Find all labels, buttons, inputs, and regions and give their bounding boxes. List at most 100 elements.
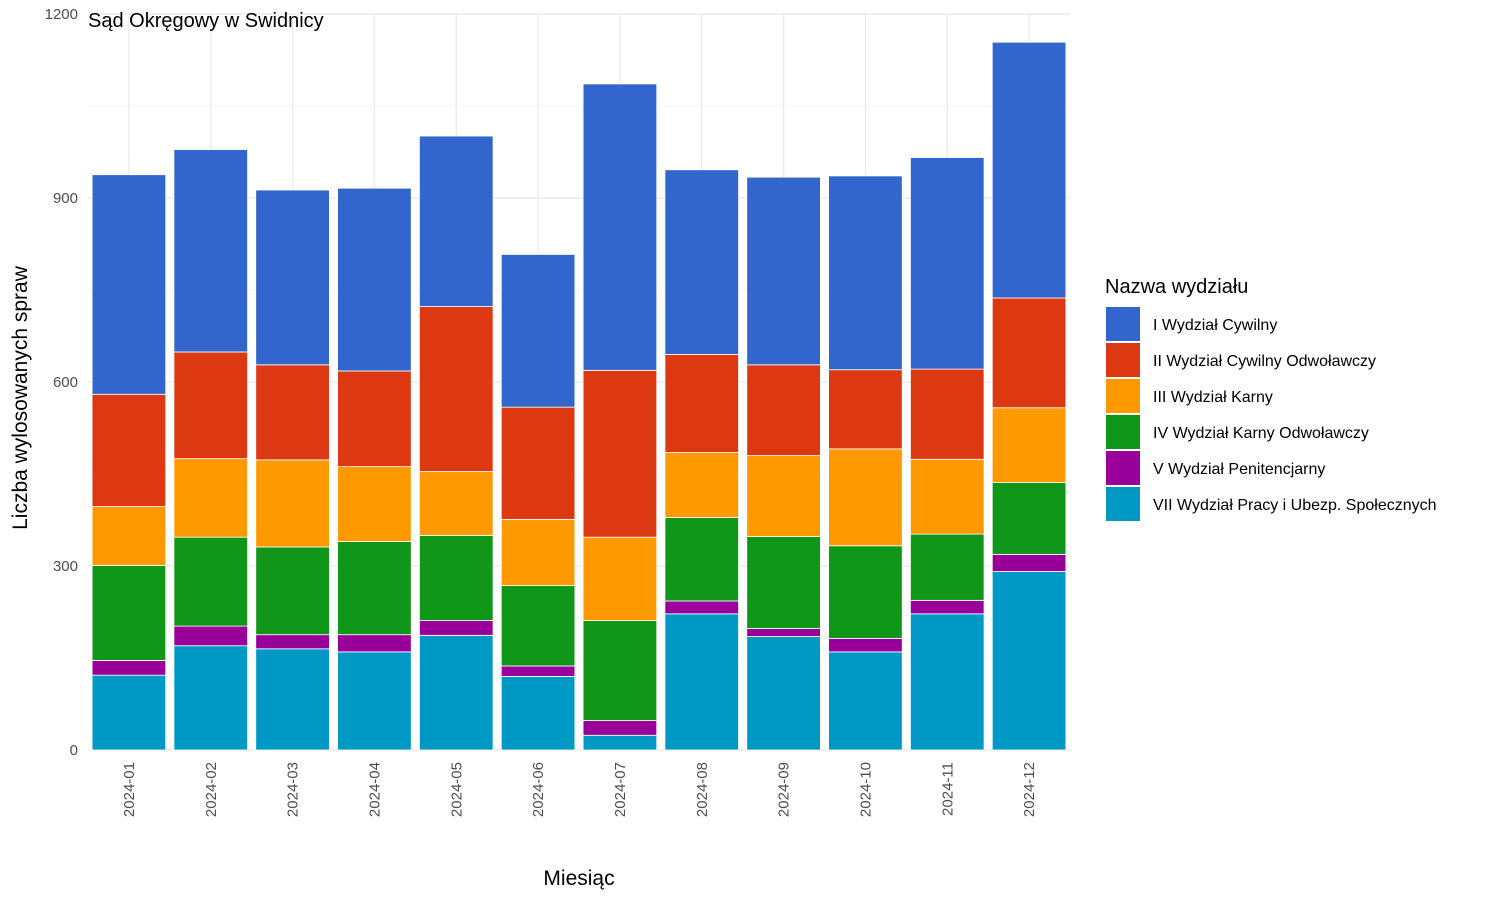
bar-segment bbox=[910, 599, 985, 615]
bar-segment bbox=[991, 553, 1067, 572]
bar-segment bbox=[910, 458, 985, 535]
bar-segment bbox=[255, 189, 330, 366]
x-tick-label: 2024-10 bbox=[857, 762, 874, 817]
y-axis-ticks: 0 300 600 900 1200 bbox=[45, 6, 78, 759]
bar-segment bbox=[337, 541, 412, 636]
bar-segment bbox=[582, 620, 658, 721]
bar-segment bbox=[255, 546, 330, 636]
bar-segment bbox=[419, 471, 494, 536]
legend-swatch bbox=[1106, 451, 1140, 485]
bar-segment bbox=[664, 169, 739, 355]
bars bbox=[91, 41, 1067, 751]
legend-label: I Wydział Cywilny bbox=[1153, 317, 1277, 334]
bar-segment bbox=[255, 634, 330, 650]
bar-segment bbox=[828, 545, 903, 639]
y-tick-label: 600 bbox=[53, 374, 78, 391]
legend-swatch bbox=[1106, 415, 1140, 449]
y-tick-label: 900 bbox=[53, 190, 78, 207]
y-tick-label: 300 bbox=[53, 558, 78, 575]
bar-segment bbox=[173, 625, 248, 647]
y-tick-label: 0 bbox=[70, 742, 78, 759]
bar-segment bbox=[91, 506, 167, 566]
bar-segment bbox=[255, 459, 330, 548]
legend-swatch bbox=[1106, 379, 1140, 413]
bar-segment bbox=[419, 534, 494, 621]
x-tick-label: 2024-04 bbox=[366, 762, 383, 817]
bar-segment bbox=[664, 452, 739, 518]
x-tick-label: 2024-02 bbox=[203, 762, 220, 817]
bar-segment bbox=[991, 297, 1067, 409]
bar-segment bbox=[664, 517, 739, 602]
bar-segment bbox=[173, 645, 248, 751]
legend-label: VII Wydział Pracy i Ubezp. Społecznych bbox=[1153, 497, 1437, 514]
bar-segment bbox=[173, 149, 248, 353]
x-axis-ticks: 2024-01 2024-02 2024-03 2024-04 2024-05 2024-… bbox=[121, 762, 1038, 817]
bar-segment bbox=[828, 448, 903, 547]
bar-segment bbox=[419, 135, 494, 307]
bar-segment bbox=[500, 665, 576, 677]
bar-segment bbox=[500, 254, 576, 408]
bar-segment bbox=[91, 674, 167, 751]
bar-segment bbox=[255, 364, 330, 461]
bar-segment bbox=[746, 455, 821, 537]
bar-segment bbox=[910, 368, 985, 460]
bar-segment bbox=[991, 41, 1067, 299]
bar-segment bbox=[991, 407, 1067, 483]
bar-segment bbox=[910, 533, 985, 601]
bar-segment bbox=[500, 676, 576, 751]
x-tick-label: 2024-06 bbox=[530, 762, 547, 817]
bar-segment bbox=[337, 370, 412, 468]
bar-segment bbox=[991, 482, 1067, 555]
bar-segment bbox=[500, 585, 576, 667]
bar-segment bbox=[582, 83, 658, 371]
bar-segment bbox=[746, 628, 821, 637]
legend-swatch bbox=[1106, 487, 1140, 521]
bar-segment bbox=[419, 620, 494, 636]
bar-segment bbox=[337, 187, 412, 372]
x-tick-label: 2024-03 bbox=[285, 762, 302, 817]
bar-segment bbox=[910, 613, 985, 751]
bar-segment bbox=[828, 175, 903, 371]
bar-segment bbox=[991, 571, 1067, 751]
bar-segment bbox=[582, 536, 658, 621]
x-tick-label: 2024-01 bbox=[121, 762, 138, 817]
chart-title: Sąd Okręgowy w Swidnicy bbox=[88, 10, 324, 32]
bar-segment bbox=[337, 634, 412, 653]
bar-segment bbox=[746, 636, 821, 751]
bar-segment bbox=[337, 466, 412, 542]
bar-segment bbox=[173, 458, 248, 538]
bar-segment bbox=[500, 406, 576, 520]
bar-segment bbox=[91, 174, 167, 395]
x-tick-label: 2024-07 bbox=[612, 762, 629, 817]
legend: Nazwa wydziału I Wydział Cywilny II Wydzi… bbox=[1105, 276, 1437, 521]
bar-segment bbox=[91, 660, 167, 676]
bar-segment bbox=[91, 564, 167, 661]
y-tick-label: 1200 bbox=[45, 6, 78, 23]
bar-segment bbox=[582, 369, 658, 538]
bar-segment bbox=[255, 648, 330, 751]
bar-segment bbox=[173, 351, 248, 460]
legend-title: Nazwa wydziału bbox=[1105, 276, 1248, 298]
bar-segment bbox=[337, 651, 412, 751]
legend-swatch bbox=[1106, 343, 1140, 377]
bar-segment bbox=[419, 634, 494, 751]
bar-segment bbox=[828, 637, 903, 653]
legend-swatch bbox=[1106, 307, 1140, 341]
bar-segment bbox=[582, 734, 658, 751]
bar-segment bbox=[664, 353, 739, 453]
legend-label: IV Wydział Karny Odwoławczy bbox=[1153, 425, 1369, 442]
x-tick-label: 2024-08 bbox=[694, 762, 711, 817]
x-tick-label: 2024-12 bbox=[1021, 762, 1038, 817]
bar-segment bbox=[582, 720, 658, 736]
x-axis-title: Miesiąc bbox=[543, 867, 614, 890]
bar-segment bbox=[746, 176, 821, 366]
legend-label: III Wydział Karny bbox=[1153, 389, 1273, 406]
bar-segment bbox=[500, 518, 576, 587]
x-tick-label: 2024-11 bbox=[939, 762, 956, 816]
bar-segment bbox=[419, 306, 494, 472]
bar-segment bbox=[173, 536, 248, 627]
bar-segment bbox=[828, 369, 903, 450]
bar-segment bbox=[746, 536, 821, 629]
legend-label: II Wydział Cywilny Odwoławczy bbox=[1153, 353, 1376, 370]
